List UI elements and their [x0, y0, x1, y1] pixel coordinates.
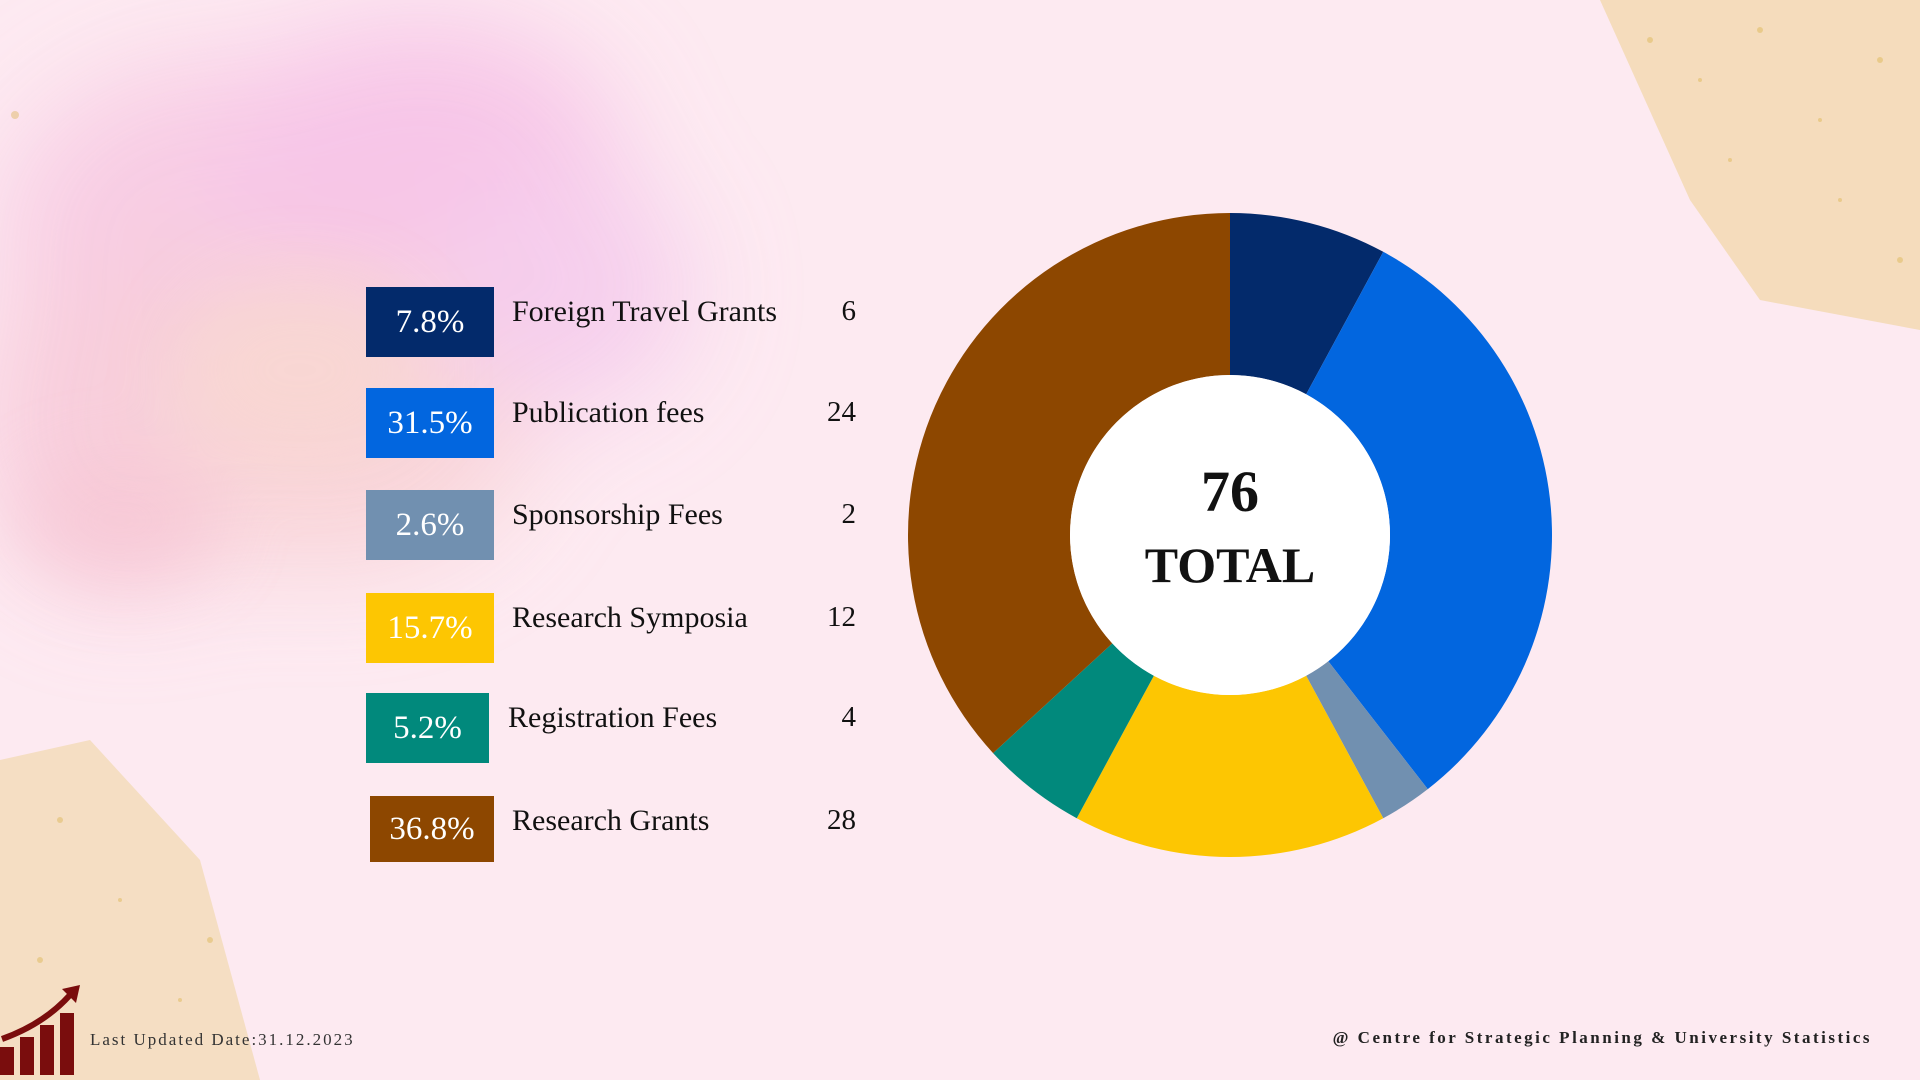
legend-item-registration-fees: 5.2% Registration Fees 4 [366, 693, 856, 765]
donut-chart [908, 213, 1552, 858]
percent-badge: 7.8% [366, 287, 494, 357]
percent-badge: 36.8% [370, 796, 494, 862]
legend-label: Foreign Travel Grants [512, 295, 777, 328]
legend-count: 6 [841, 295, 857, 327]
legend-count: 4 [841, 701, 857, 733]
donut-slice-foreign-travel-grants [1230, 213, 1384, 395]
donut-slice-research-grants [908, 213, 1230, 754]
percent-badge: 5.2% [366, 693, 489, 763]
legend-item-sponsorship-fees: 2.6% Sponsorship Fees 2 [366, 490, 856, 562]
legend-label: Research Grants [512, 804, 710, 837]
legend-item-foreign-travel-grants: 7.8% Foreign Travel Grants 6 [366, 287, 856, 359]
legend-count: 2 [841, 498, 857, 530]
percent-badge: 2.6% [366, 490, 494, 560]
legend-label: Research Symposia [512, 601, 748, 634]
legend-count: 12 [827, 601, 856, 633]
donut-slice-registration-fees [993, 643, 1154, 819]
total-label: TOTAL [1144, 537, 1316, 593]
donut-slice-research-symposia [1076, 675, 1384, 858]
legend-label: Sponsorship Fees [512, 498, 723, 531]
legend-item-publication-fees: 31.5% Publication fees 24 [366, 388, 856, 460]
legend-label: Registration Fees [508, 701, 718, 734]
last-updated-date: Last Updated Date:31.12.2023 [90, 1030, 355, 1049]
percent-badge: 31.5% [366, 388, 494, 458]
donut-slice-publication-fees [1306, 251, 1552, 790]
legend-count: 24 [827, 396, 856, 428]
donut-hole [1070, 375, 1390, 695]
total-value: 76 [1201, 459, 1259, 524]
legend-label: Publication fees [512, 396, 705, 429]
legend-count: 28 [827, 804, 856, 836]
growth-bar-chart-icon [0, 985, 80, 1075]
credit-text: @ Centre for Strategic Planning & Univer… [1332, 1028, 1872, 1047]
legend-item-research-symposia: 15.7% Research Symposia 12 [366, 593, 856, 665]
donut-slice-sponsorship-fees [1306, 661, 1428, 819]
percent-badge: 15.7% [366, 593, 494, 663]
legend-item-research-grants: 36.8% Research Grants 28 [366, 796, 856, 868]
